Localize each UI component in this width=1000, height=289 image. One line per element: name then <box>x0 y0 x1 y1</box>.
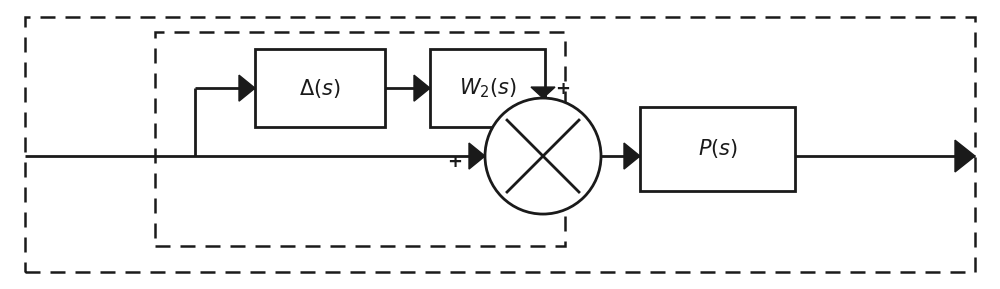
Bar <box>430 49 545 127</box>
Text: $P(s)$: $P(s)$ <box>698 137 737 160</box>
Text: $\Delta(s)$: $\Delta(s)$ <box>299 77 341 100</box>
Text: +: + <box>448 153 463 171</box>
Polygon shape <box>531 87 555 98</box>
Bar <box>155 32 565 246</box>
Bar <box>25 17 975 272</box>
Polygon shape <box>955 140 975 172</box>
Polygon shape <box>414 75 430 101</box>
Polygon shape <box>624 143 640 169</box>
Polygon shape <box>239 75 255 101</box>
Polygon shape <box>469 143 485 169</box>
Bar <box>255 49 385 127</box>
Text: +: + <box>556 80 570 98</box>
Text: $W_2(s)$: $W_2(s)$ <box>459 76 516 100</box>
Ellipse shape <box>485 98 601 214</box>
Bar <box>640 107 795 191</box>
